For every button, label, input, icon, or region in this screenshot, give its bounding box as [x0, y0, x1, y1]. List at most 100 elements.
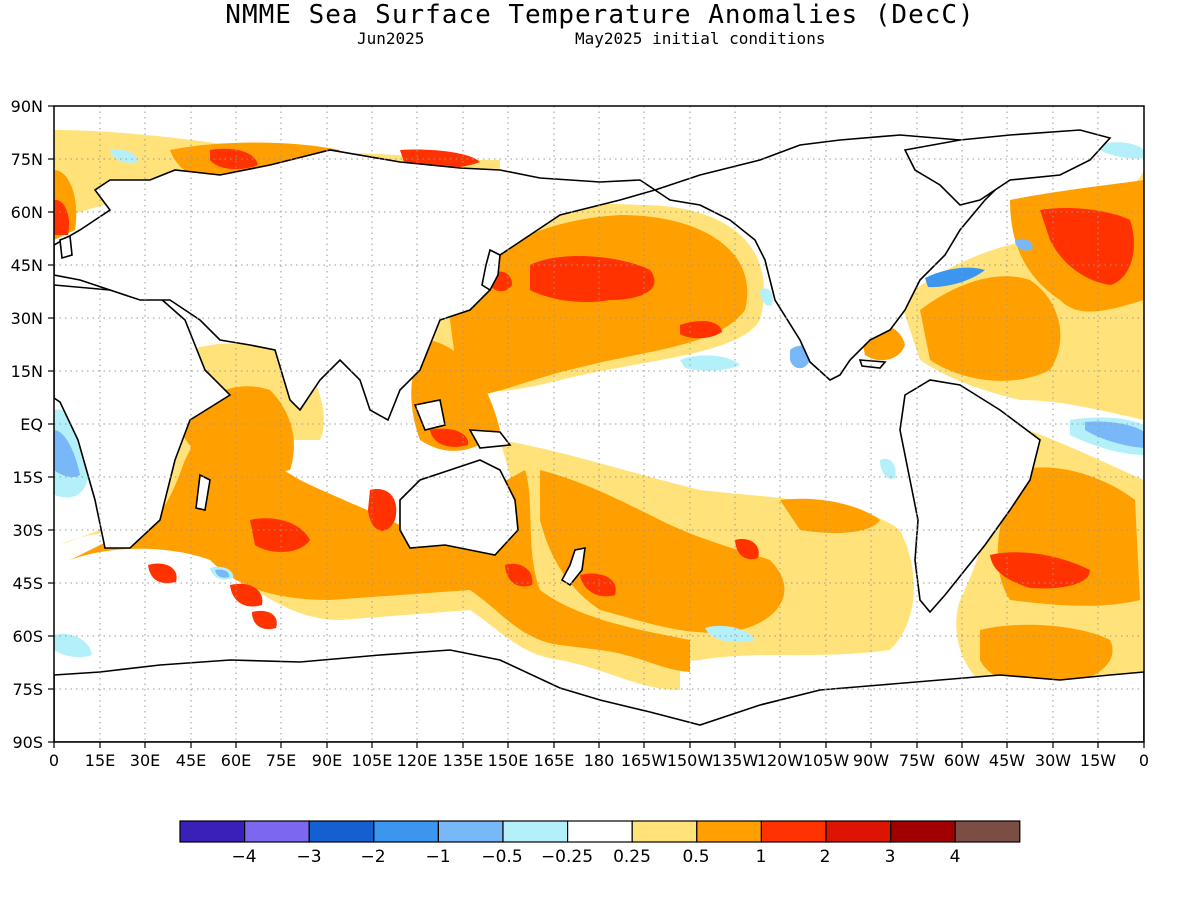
lat-label: 75N — [11, 150, 43, 169]
colorbar-swatch — [631, 820, 698, 843]
anomaly-region — [760, 288, 773, 306]
colorbar-swatch — [825, 820, 892, 843]
colorbar: −4 −3 −2 −1 −0.5 −0.25 0.25 0.5 1 2 3 4 — [179, 820, 1021, 867]
land-north-america — [653, 134, 1011, 381]
lon-label: 30E — [130, 751, 160, 770]
colorbar-swatch — [437, 820, 504, 843]
colorbar-label: −0.5 — [481, 847, 522, 867]
colorbar-swatch — [373, 820, 439, 843]
anomaly-region — [368, 489, 397, 531]
lat-label: 90N — [11, 97, 43, 116]
lon-label: 75E — [266, 751, 296, 770]
lon-label: 0 — [1139, 751, 1149, 770]
lat-label: 15S — [12, 468, 43, 487]
colorbar-swatch — [566, 820, 633, 843]
colorbar-swatch — [308, 820, 375, 843]
lat-label: 45N — [11, 256, 43, 275]
lon-label: 45E — [176, 751, 206, 770]
subtitle-forecast-month: Jun2025 — [357, 29, 425, 48]
land-madagascar — [195, 473, 211, 511]
lon-label: 15E — [85, 751, 115, 770]
anomaly-region — [54, 199, 70, 235]
chart-title: NMME Sea Surface Temperature Anomalies (… — [225, 0, 975, 30]
anomaly-region — [880, 458, 896, 479]
anomaly-region — [54, 430, 80, 478]
anomaly-region — [1040, 208, 1134, 285]
colorbar-label: 3 — [885, 847, 896, 867]
lon-label: 165E — [534, 751, 575, 770]
lon-label: 60W — [944, 751, 980, 770]
colorbar-label: 0.25 — [613, 847, 651, 867]
anomaly-region — [980, 624, 1113, 687]
colorbar-label: −3 — [296, 847, 321, 867]
land-uk — [59, 234, 73, 260]
anomaly-region — [148, 563, 177, 584]
colorbar-label: −0.25 — [541, 847, 593, 867]
latitude-labels: 90N 75N 60N 45N 30N 15N EQ 15S 30S 45S 6… — [11, 97, 43, 752]
lat-label: 15N — [11, 362, 43, 381]
colorbar-swatch — [889, 820, 956, 843]
lon-label: 120E — [397, 751, 438, 770]
land-cuba — [858, 359, 887, 369]
lon-label: 60E — [221, 751, 251, 770]
colorbar-swatch — [696, 820, 762, 843]
lat-label: 30S — [12, 521, 43, 540]
anomaly-region — [430, 428, 469, 447]
anomaly-region — [210, 148, 258, 170]
colorbar-label: −1 — [425, 847, 450, 867]
land-new-zealand — [560, 546, 586, 587]
anomaly-region — [215, 569, 230, 578]
subtitle-initial-conditions: May2025 initial conditions — [575, 29, 826, 48]
lon-label: 135E — [443, 751, 484, 770]
anomaly-region — [70, 420, 690, 672]
anomaly-region — [1015, 238, 1033, 251]
anomaly-region — [110, 149, 139, 163]
lat-label: EQ — [20, 415, 43, 434]
lon-label: 45W — [989, 751, 1025, 770]
anomaly-region — [505, 563, 533, 587]
lon-label: 150E — [488, 751, 529, 770]
anomaly-region — [1085, 421, 1144, 448]
anomaly-region — [705, 625, 755, 643]
anomaly-region — [680, 320, 722, 339]
colorbar-swatch — [954, 820, 1021, 843]
lat-label: 90S — [12, 733, 43, 752]
anomaly-region — [920, 276, 1061, 381]
lon-label: 75W — [899, 751, 935, 770]
lon-label: 90W — [853, 751, 889, 770]
lon-label: 30W — [1035, 751, 1071, 770]
anomaly-region — [680, 355, 740, 371]
lat-label: 60S — [12, 627, 43, 646]
colorbar-swatch — [502, 820, 569, 843]
land-south-america — [899, 379, 1041, 614]
land-japan — [481, 248, 501, 292]
colorbar-swatch — [179, 820, 246, 843]
lon-label: 150W — [667, 751, 714, 770]
anomaly-region — [780, 498, 880, 533]
colorbar-swatch — [244, 820, 310, 843]
tick-marks — [48, 105, 1145, 748]
land-australia — [399, 459, 519, 556]
anomaly-region — [735, 539, 759, 560]
lon-label: 165W — [621, 751, 668, 770]
lon-label: 90E — [312, 751, 342, 770]
anomaly-region — [925, 267, 985, 288]
anomaly-region — [252, 610, 277, 630]
colorbar-label: 0.5 — [682, 847, 709, 867]
anomaly-region — [54, 633, 92, 658]
lon-label: 15W — [1080, 751, 1116, 770]
lon-label: 180 — [584, 751, 615, 770]
lat-label: 30N — [11, 309, 43, 328]
anomaly-region — [230, 583, 263, 607]
anomaly-region — [530, 255, 655, 302]
anomaly-region — [1100, 142, 1144, 159]
colorbar-swatch — [760, 820, 827, 843]
lat-label: 75S — [12, 680, 43, 699]
lat-label: 60N — [11, 203, 43, 222]
lat-label: 45S — [12, 574, 43, 593]
lon-label: 135W — [712, 751, 759, 770]
gridlines — [54, 106, 1144, 742]
colorbar-labels: −4 −3 −2 −1 −0.5 −0.25 0.25 0.5 1 2 3 4 — [231, 847, 960, 867]
land-borneo — [413, 399, 446, 431]
